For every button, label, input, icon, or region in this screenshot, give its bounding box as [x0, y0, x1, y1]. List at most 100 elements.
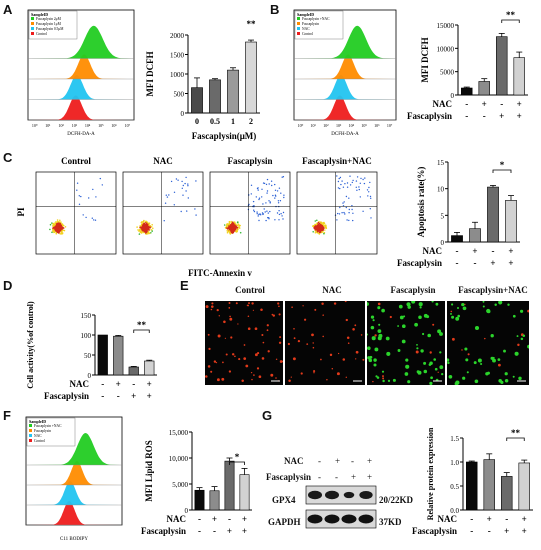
condition-sign: - — [483, 111, 486, 121]
flow-dot — [237, 223, 239, 225]
condition-sign: + — [482, 99, 487, 109]
flow-dot — [348, 197, 350, 199]
red-cell — [243, 344, 246, 346]
flow-dot — [76, 182, 79, 184]
y-tick-label: 5,000 — [172, 481, 188, 489]
green-cell — [401, 324, 406, 329]
green-cell — [461, 302, 465, 307]
red-cell — [293, 337, 296, 340]
flow-dot — [258, 197, 261, 199]
flow-dot — [368, 186, 370, 189]
flow-dot — [338, 177, 340, 180]
green-cell — [451, 315, 455, 319]
flow-dot — [355, 180, 358, 182]
flow-dot — [63, 229, 66, 232]
flow-dot — [140, 221, 143, 224]
condition-row-label: Fascaplysin — [44, 391, 89, 401]
flow-dot — [352, 219, 354, 222]
bar-chart-g: 0.0 0.5 1.0 1.5 ** Relative protein expressio… — [412, 427, 533, 536]
red-cell — [304, 318, 307, 321]
flow-dot — [261, 196, 263, 198]
green-cell — [368, 358, 373, 363]
histogram-tick-label: 10³ — [72, 123, 78, 128]
flow-dot — [229, 226, 231, 228]
red-cell — [382, 377, 385, 380]
flow-dot — [230, 220, 232, 223]
flow-dot — [146, 227, 149, 229]
red-cell — [208, 347, 211, 351]
flow-dot — [267, 212, 269, 214]
flow-dot — [281, 215, 283, 217]
green-cell — [435, 302, 439, 306]
x-tick-label: 1 — [231, 117, 235, 126]
histogram-tick-label: 10⁴ — [349, 123, 355, 128]
flow-dot — [228, 230, 231, 232]
red-cell — [451, 337, 455, 341]
flow-dot — [195, 180, 197, 182]
micro-image-fascaplysin — [367, 301, 445, 385]
y-tick-label: 10,000 — [169, 455, 189, 463]
red-cell — [342, 358, 346, 361]
condition-sign: - — [500, 99, 503, 109]
green-cell — [498, 301, 503, 305]
green-cell — [512, 375, 515, 378]
red-cell — [337, 352, 340, 355]
histogram-peak — [30, 74, 132, 100]
red-cell — [241, 379, 244, 383]
flow-dot — [343, 201, 345, 203]
red-cell — [321, 302, 324, 305]
flow-dot — [85, 216, 87, 219]
bar — [239, 474, 250, 511]
flow-dot — [60, 224, 62, 227]
microscopy-panel: Control NAC Fascaplysin Fascaplysin+NAC — [205, 285, 541, 390]
flow-dot — [323, 232, 325, 235]
green-cell — [407, 380, 411, 384]
y-tick-label: 150 — [81, 312, 92, 320]
flow-dot — [95, 196, 97, 198]
flow-dot — [282, 176, 285, 178]
condition-sign: + — [517, 99, 522, 109]
x-tick-label: 0 — [195, 117, 199, 126]
flow-dot — [231, 228, 234, 230]
flow-dot — [233, 223, 235, 226]
flow-dot — [358, 188, 360, 191]
green-cell — [514, 351, 519, 356]
red-cell — [243, 357, 247, 360]
legend-label: Control — [302, 32, 313, 36]
red-cell — [210, 370, 213, 373]
red-cell — [288, 379, 291, 382]
bar — [461, 87, 473, 96]
red-cell — [207, 333, 210, 336]
y-tick-label: 1000 — [170, 71, 185, 79]
bar — [245, 41, 257, 114]
flow-dot — [351, 208, 353, 211]
band-size-gpx4: 20/22KD — [379, 495, 414, 505]
flow-dot — [148, 229, 150, 231]
flow-dot — [274, 194, 277, 196]
flow-dot — [279, 200, 282, 202]
red-cell — [251, 302, 254, 305]
green-cell — [406, 302, 411, 307]
significance-bracket — [229, 461, 245, 465]
green-cell — [518, 376, 522, 381]
flow-dot — [236, 226, 239, 229]
flow-dot — [141, 225, 144, 228]
red-cell — [205, 305, 209, 309]
red-cell — [279, 336, 282, 339]
flow-dot — [228, 227, 230, 230]
bar — [194, 489, 205, 511]
green-cell — [464, 347, 468, 351]
flow-dot — [52, 228, 54, 231]
flow-dot — [152, 227, 154, 230]
histogram-tick-label: 10⁵ — [361, 123, 367, 128]
flow-dot — [349, 175, 351, 177]
condition-sign: + — [508, 258, 513, 268]
red-cell — [223, 320, 226, 324]
red-cell — [210, 308, 213, 311]
flow-dot — [262, 213, 265, 215]
flow-dot — [370, 197, 372, 199]
flow-dot — [168, 194, 170, 196]
flow-dot — [322, 228, 325, 230]
